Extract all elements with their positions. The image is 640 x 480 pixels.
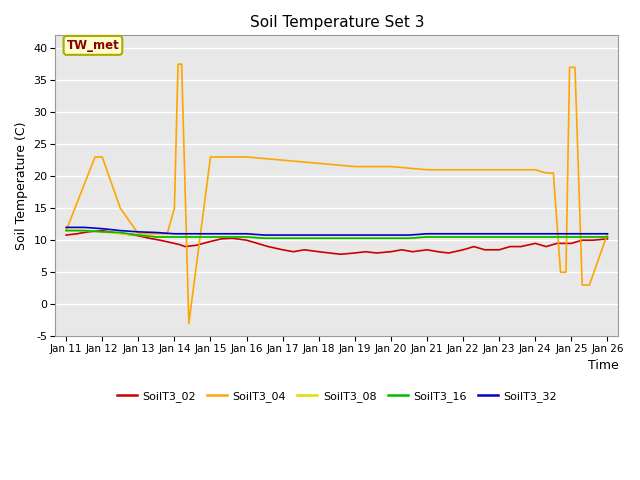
Text: TW_met: TW_met <box>67 39 119 52</box>
Y-axis label: Soil Temperature (C): Soil Temperature (C) <box>15 121 28 250</box>
X-axis label: Time: Time <box>588 360 618 372</box>
Title: Soil Temperature Set 3: Soil Temperature Set 3 <box>250 15 424 30</box>
Legend: SoilT3_02, SoilT3_04, SoilT3_08, SoilT3_16, SoilT3_32: SoilT3_02, SoilT3_04, SoilT3_08, SoilT3_… <box>112 387 561 407</box>
